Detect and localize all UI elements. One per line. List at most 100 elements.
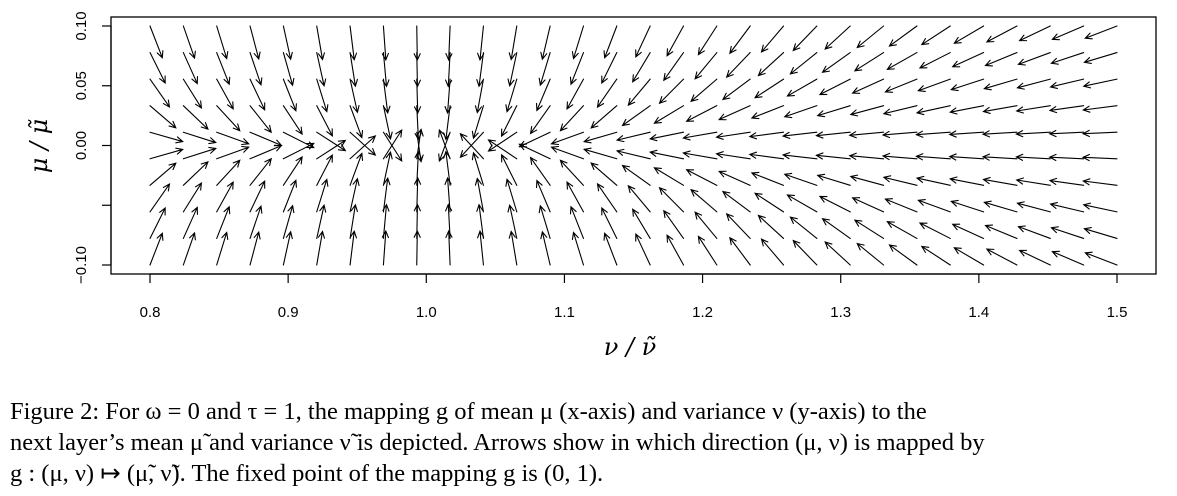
- vector-arrow: [535, 179, 551, 213]
- vector-arrow: [282, 78, 297, 112]
- vector-arrow: [149, 232, 164, 266]
- vector-arrow: [760, 25, 785, 53]
- vector-arrow: [1015, 130, 1051, 138]
- vector-arrow: [886, 221, 918, 239]
- vector-arrow: [571, 25, 585, 60]
- vector-arrow: [349, 131, 377, 156]
- x-tick-label: 1.5: [1107, 304, 1128, 321]
- vector-arrow: [445, 229, 453, 266]
- vector-arrow: [149, 162, 177, 186]
- vector-arrow: [182, 25, 196, 60]
- vector-arrow: [474, 78, 484, 114]
- vector-arrow: [249, 25, 261, 61]
- vector-arrow: [627, 184, 651, 213]
- vector-arrow: [1083, 227, 1118, 239]
- vector-arrow: [1015, 153, 1051, 161]
- vector-arrow: [882, 175, 918, 186]
- vector-arrow: [182, 52, 199, 85]
- vector-arrow: [1081, 154, 1118, 162]
- vector-arrow: [983, 78, 1018, 91]
- vector-arrow: [920, 25, 951, 46]
- vector-arrow: [249, 131, 283, 147]
- vector-arrow: [856, 25, 885, 49]
- vector-arrow: [920, 245, 951, 266]
- vector-arrow: [1084, 251, 1118, 266]
- x-tick-label: 1.0: [416, 304, 437, 321]
- vector-arrow: [721, 78, 751, 101]
- vector-arrow: [438, 131, 451, 163]
- vector-arrow: [216, 52, 231, 86]
- vector-arrow: [443, 105, 451, 141]
- vector-arrow: [1048, 105, 1085, 114]
- vector-arrow: [505, 78, 518, 113]
- vector-arrow: [282, 204, 295, 239]
- vector-arrow: [715, 131, 751, 140]
- vector-arrow: [648, 149, 685, 160]
- vector-arrow: [1048, 129, 1085, 138]
- vector-arrow: [501, 153, 518, 186]
- vector-arrow: [182, 78, 203, 109]
- vector-arrow: [1018, 249, 1051, 266]
- vector-arrow: [757, 214, 785, 239]
- vector-arrow: [316, 25, 325, 61]
- vector-arrow: [349, 203, 358, 239]
- vector-arrow: [1015, 177, 1051, 186]
- vector-arrow: [948, 130, 985, 138]
- vector-arrow: [538, 52, 551, 87]
- vector-arrow: [316, 131, 347, 152]
- vector-arrow: [550, 145, 585, 160]
- vector-arrow: [781, 131, 818, 139]
- vector-arrow: [682, 150, 718, 160]
- vector-arrow: [982, 176, 1018, 186]
- vector-arrow: [789, 52, 818, 75]
- vector-arrow: [477, 25, 485, 62]
- vector-arrow: [918, 52, 951, 69]
- vector-arrow: [316, 139, 347, 160]
- vector-arrow: [653, 167, 685, 186]
- caption-line-3: g : (μ, ν) ↦ (μ̃, ν̃). The fixed point o…: [10, 460, 604, 487]
- vector-arrow: [950, 78, 985, 92]
- vector-arrow: [249, 180, 266, 213]
- vector-arrow: [216, 78, 234, 110]
- vector-arrow: [1050, 52, 1085, 65]
- vector-arrow: [316, 204, 327, 239]
- vector-arrow: [182, 160, 209, 186]
- vector-arrow: [917, 199, 951, 213]
- vector-arrow: [789, 216, 818, 239]
- vector-arrow: [216, 231, 229, 266]
- vector-arrow: [507, 203, 518, 239]
- vector-arrow: [149, 105, 177, 129]
- vector-arrow: [601, 206, 618, 239]
- vector-arrow: [1082, 78, 1118, 89]
- vector-arrow: [757, 52, 785, 77]
- vector-arrow: [282, 105, 303, 136]
- vector-arrow: [786, 194, 818, 213]
- vector-arrow: [632, 208, 651, 239]
- vector-arrow: [666, 234, 685, 266]
- vector-arrow: [501, 105, 518, 138]
- y-tick-label: 0.00: [73, 131, 90, 160]
- vector-arrow: [349, 177, 360, 213]
- vector-arrow: [792, 25, 818, 52]
- vector-arrow: [951, 52, 985, 68]
- vector-arrow: [1084, 25, 1118, 40]
- vector-arrow: [915, 153, 951, 161]
- x-axis-label: ν / ν̃: [604, 333, 657, 361]
- vector-arrow: [477, 229, 485, 266]
- vector-arrow: [1082, 178, 1118, 186]
- vector-arrow: [216, 105, 241, 132]
- vector-arrow: [729, 236, 751, 266]
- vector-arrow: [984, 224, 1018, 239]
- vector-arrow: [981, 130, 1018, 138]
- vector-arrow: [621, 105, 651, 127]
- vector-arrow: [615, 131, 651, 143]
- y-tick-label: 0.10: [73, 11, 90, 40]
- vector-arrow: [349, 52, 358, 88]
- vector-arrow: [917, 78, 951, 92]
- vector-arrow: [853, 52, 885, 72]
- vector-arrow: [382, 52, 390, 88]
- vector-arrow: [569, 52, 585, 86]
- x-tick-label: 1.1: [554, 304, 575, 321]
- vector-arrow: [182, 182, 203, 213]
- vector-arrow: [566, 78, 585, 110]
